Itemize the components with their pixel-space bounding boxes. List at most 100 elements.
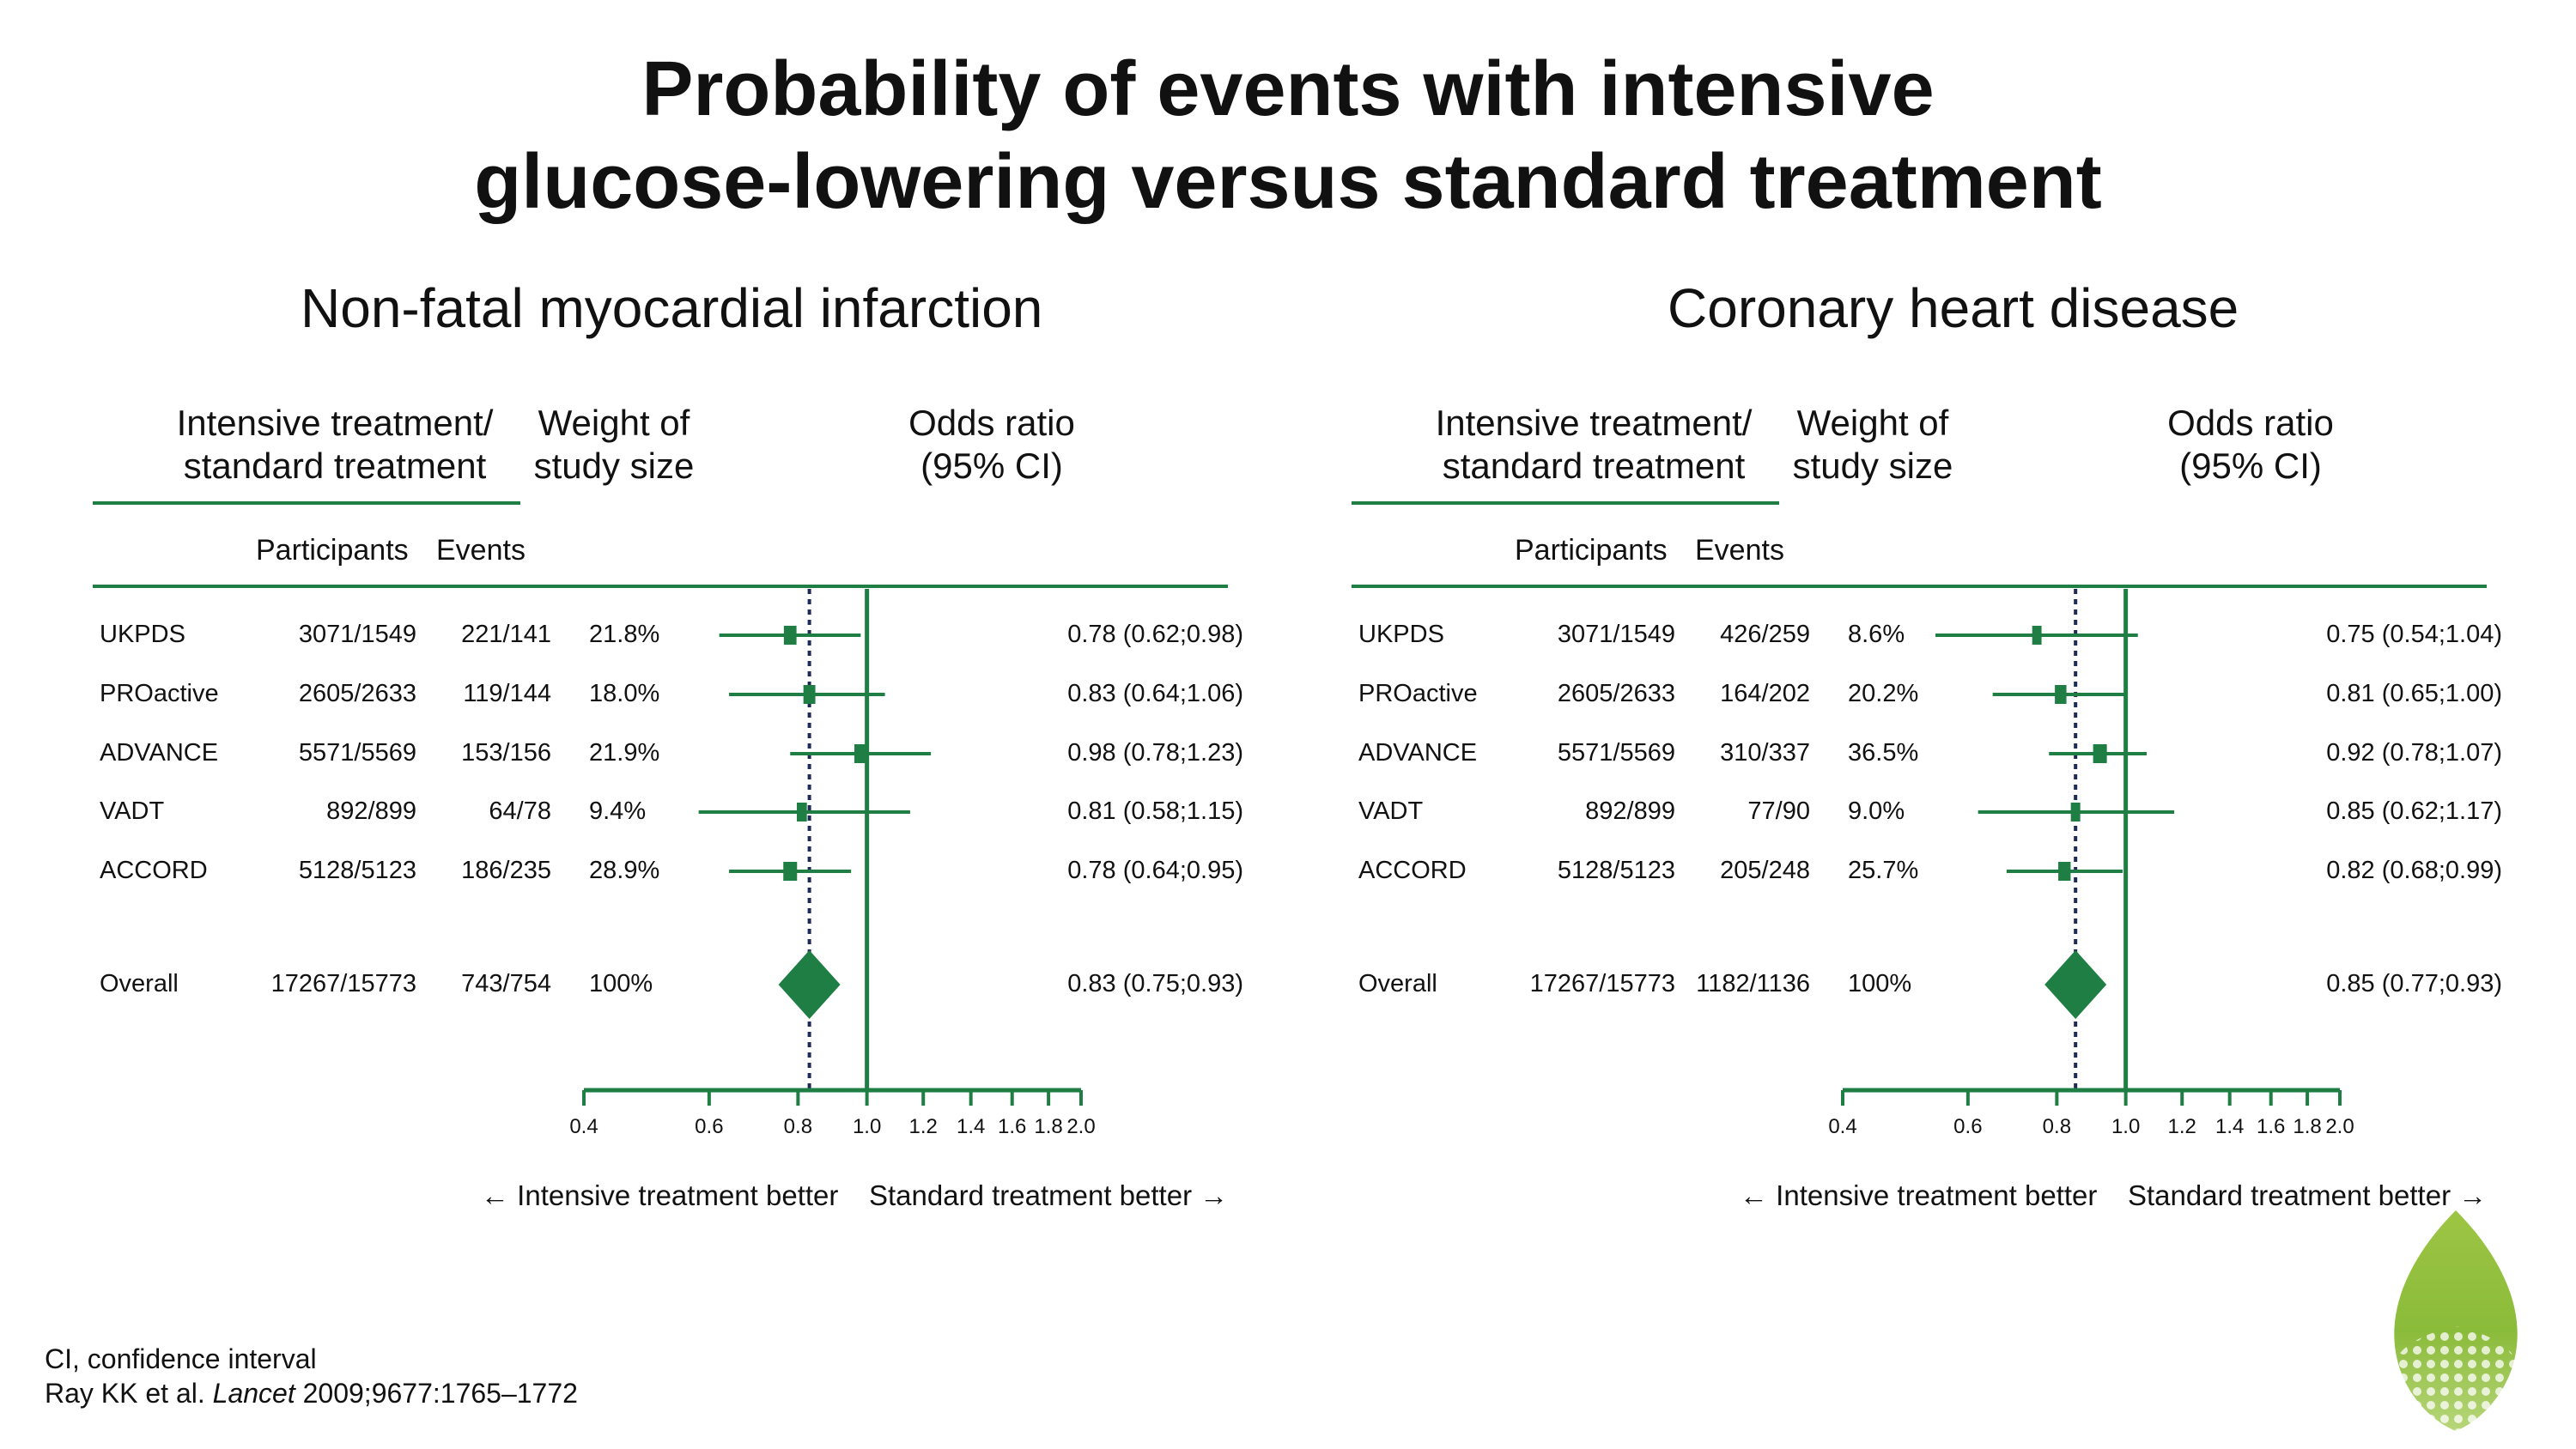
study-row-participants: 892/899 xyxy=(1585,797,1675,825)
arrow-standard-better: Standard treatment better → xyxy=(2128,1179,2488,1211)
slide-title: Probability of events with intensive glu… xyxy=(0,43,2576,228)
study-row-participants: 2605/2633 xyxy=(298,680,416,707)
column-header-or-line1: Odds ratio xyxy=(2167,403,2334,443)
overall-diamond xyxy=(2044,950,2107,1019)
subheader-events: Events xyxy=(436,534,526,567)
x-tick-label: 0.4 xyxy=(569,1115,598,1138)
column-header-weight-line2: study size xyxy=(533,446,695,486)
point-estimate-marker xyxy=(796,803,807,822)
study-row-odds-ratio-text: 0.75 (0.54;1.04) xyxy=(2326,621,2502,648)
column-header-weight-line1: Weight of xyxy=(1796,403,1949,443)
overall-row-study: Overall xyxy=(1358,970,1437,997)
panel-title: Coronary heart disease xyxy=(1668,277,2239,339)
overall-diamond xyxy=(778,950,841,1019)
x-tick-label: 1.6 xyxy=(998,1115,1026,1138)
point-estimate-marker xyxy=(854,744,867,763)
study-row-weight: 21.8% xyxy=(589,621,660,648)
x-tick-label: 2.0 xyxy=(1066,1115,1095,1138)
study-row-events: 164/202 xyxy=(1720,680,1810,707)
column-header-intensive-line1: Intensive treatment/ xyxy=(176,403,494,443)
column-header-intensive: Intensive treatment/standard treatment xyxy=(1422,402,1765,488)
column-header-intensive: Intensive treatment/standard treatment xyxy=(163,402,507,488)
x-tick-label: 1.8 xyxy=(2293,1115,2321,1138)
study-row-participants: 3071/1549 xyxy=(1557,621,1675,648)
study-row-weight: 20.2% xyxy=(1848,680,1919,707)
reference-journal: Lancet xyxy=(212,1378,295,1409)
study-row-study: PROactive xyxy=(100,680,219,707)
study-row-events: 310/337 xyxy=(1720,739,1810,767)
study-row-study: VADT xyxy=(100,797,165,825)
study-row-weight: 25.7% xyxy=(1848,857,1919,884)
x-tick-label: 2.0 xyxy=(2325,1115,2354,1138)
study-row-events: 221/141 xyxy=(461,621,551,648)
study-row-participants: 2605/2633 xyxy=(1557,680,1675,707)
subheader-participants: Participants xyxy=(256,534,409,567)
column-header-weight-line1: Weight of xyxy=(538,403,690,443)
x-tick-label: 0.4 xyxy=(1828,1115,1856,1138)
study-row-events: 64/78 xyxy=(489,797,551,825)
overall-row-weight: 100% xyxy=(1848,970,1912,997)
x-tick-label: 1.0 xyxy=(2111,1115,2140,1138)
column-header-or-line1: Odds ratio xyxy=(908,403,1075,443)
study-row-odds-ratio-text: 0.81 (0.58;1.15) xyxy=(1067,797,1243,825)
column-header-or-line2: (95% CI) xyxy=(920,446,1063,486)
forest-panel-coronary-heart-disease: Coronary heart disease Intensive treatmen… xyxy=(1259,0,2512,1288)
point-estimate-marker xyxy=(783,626,797,645)
x-tick-label: 0.8 xyxy=(784,1115,812,1138)
table-top-line xyxy=(1352,585,2487,588)
study-row-odds-ratio-text: 0.81 (0.65;1.00) xyxy=(2326,680,2502,707)
study-row-events: 153/156 xyxy=(461,739,551,767)
column-header-intensive-line2: standard treatment xyxy=(1442,446,1746,486)
study-row-participants: 5571/5569 xyxy=(298,739,416,767)
study-row-events: 426/259 xyxy=(1720,621,1810,648)
study-row-participants: 5571/5569 xyxy=(1557,739,1675,767)
column-header-odds-ratio: Odds ratio (95% CI) xyxy=(872,402,1112,488)
study-row-odds-ratio-text: 0.78 (0.64;0.95) xyxy=(1067,857,1243,884)
study-row-weight: 9.4% xyxy=(589,797,647,825)
study-row-study: UKPDS xyxy=(100,621,185,648)
header-underline xyxy=(93,501,520,505)
reference-details: 2009;9677:1765–1772 xyxy=(295,1378,578,1409)
x-tick-label: 1.6 xyxy=(2257,1115,2285,1138)
reference-authors: Ray KK et al. xyxy=(45,1378,213,1409)
overall-row-events: 743/754 xyxy=(461,970,551,997)
column-header-odds-ratio: Odds ratio (95% CI) xyxy=(2130,402,2371,488)
overall-row-odds-ratio-text: 0.83 (0.75;0.93) xyxy=(1067,970,1243,997)
x-tick-label: 1.2 xyxy=(2168,1115,2196,1138)
study-row-odds-ratio-text: 0.85 (0.62;1.17) xyxy=(2326,797,2502,825)
x-tick-label: 1.0 xyxy=(853,1115,881,1138)
point-estimate-marker xyxy=(2055,685,2067,704)
x-tick-label: 0.6 xyxy=(1953,1115,1982,1138)
footnote-reference: Ray KK et al. Lancet 2009;9677:1765–1772 xyxy=(45,1376,578,1410)
x-tick-label: 1.4 xyxy=(2215,1115,2244,1138)
study-row-study: ADVANCE xyxy=(1358,739,1478,767)
header-underline xyxy=(1352,501,1779,505)
x-tick-label: 1.2 xyxy=(909,1115,938,1138)
study-row-weight: 28.9% xyxy=(589,857,660,884)
study-row-study: PROactive xyxy=(1358,680,1478,707)
arrow-intensive-better: ← Intensive treatment better xyxy=(481,1179,839,1211)
study-row-participants: 892/899 xyxy=(326,797,416,825)
study-row-study: ACCORD xyxy=(100,857,208,884)
column-header-weight: Weight of study size xyxy=(1774,402,1971,488)
subheader-events: Events xyxy=(1695,534,1784,567)
study-row-study: UKPDS xyxy=(1358,621,1444,648)
panel-title: Non-fatal myocardial infarction xyxy=(301,277,1043,339)
overall-row-participants: 17267/15773 xyxy=(1529,970,1675,997)
study-row-study: VADT xyxy=(1358,797,1424,825)
point-estimate-marker xyxy=(2058,862,2071,881)
slide-title-line-1: Probability of events with intensive xyxy=(641,46,1935,132)
overall-row-participants: 17267/15773 xyxy=(270,970,416,997)
slide-title-line-2: glucose-lowering versus standard treatme… xyxy=(474,139,2102,225)
study-row-odds-ratio-text: 0.82 (0.68;0.99) xyxy=(2326,857,2502,884)
green-leaf-logo-icon xyxy=(2394,1210,2518,1431)
column-header-intensive-line2: standard treatment xyxy=(183,446,487,486)
study-row-events: 77/90 xyxy=(1747,797,1810,825)
arrow-intensive-better: ← Intensive treatment better xyxy=(1740,1179,2098,1211)
study-row-participants: 5128/5123 xyxy=(1557,857,1675,884)
subheader-participants: Participants xyxy=(1515,534,1668,567)
study-row-participants: 3071/1549 xyxy=(298,621,416,648)
study-row-weight: 18.0% xyxy=(589,680,660,707)
forest-plot: 0.4 0.6 0.8 1.0 1.2 1.4 1.6 1.8 2.0 xyxy=(569,589,1096,1138)
study-row-weight: 36.5% xyxy=(1848,739,1919,767)
